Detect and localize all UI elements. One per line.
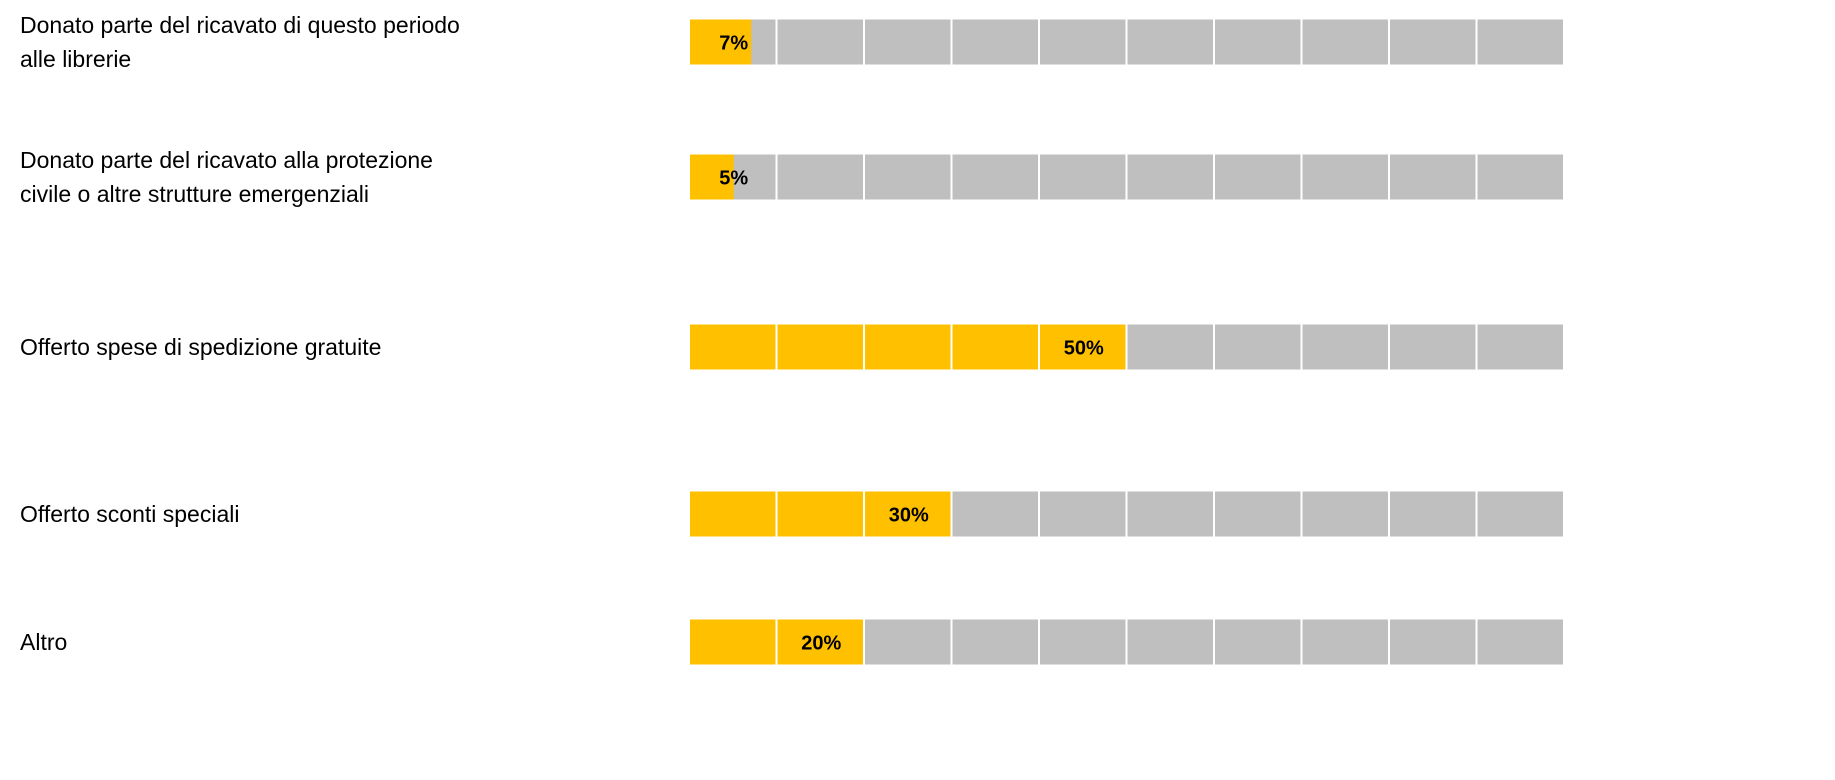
category-label: Donato parte del ricavato alla protezion… — [20, 147, 433, 207]
track-segment — [1127, 619, 1213, 665]
track-segment — [1040, 19, 1126, 65]
track-segment — [952, 619, 1038, 665]
segment-gap — [863, 324, 865, 370]
track-segment — [1390, 324, 1476, 370]
value-label: 7% — [719, 32, 748, 54]
track-segment — [1215, 154, 1301, 200]
segment-gap — [775, 491, 778, 537]
bar — [690, 324, 1128, 370]
segment-gap — [863, 619, 865, 665]
value-label: 20% — [801, 632, 841, 654]
track-segment — [1040, 154, 1126, 200]
track-segment — [1127, 324, 1213, 370]
track-segment — [1040, 619, 1126, 665]
category-label: Altro — [20, 629, 68, 655]
track-segment — [1215, 491, 1301, 537]
value-label: 50% — [1064, 337, 1104, 359]
bar — [690, 19, 752, 65]
track-segment — [1127, 19, 1213, 65]
track-segment — [865, 19, 951, 65]
segment-gap — [950, 491, 953, 537]
segment-gap — [950, 324, 953, 370]
track-segment — [1127, 491, 1213, 537]
category-label: Offerto sconti speciali — [20, 501, 240, 527]
track-segment — [865, 154, 951, 200]
track-segment — [1302, 491, 1388, 537]
track-segment — [1215, 619, 1301, 665]
track-segment — [777, 154, 863, 200]
segment-gap — [775, 619, 778, 665]
track-segment — [1302, 619, 1388, 665]
track-segment — [952, 491, 1038, 537]
segment-gap — [863, 491, 865, 537]
track-segment — [1040, 491, 1126, 537]
track-segment — [1215, 19, 1301, 65]
track-segment — [777, 19, 863, 65]
track-segment — [1477, 491, 1563, 537]
track-segment — [1390, 619, 1476, 665]
track-segment — [1302, 154, 1388, 200]
track-segment — [1477, 154, 1563, 200]
track-segment — [952, 19, 1038, 65]
track-segment — [865, 619, 951, 665]
track-segment — [1477, 619, 1563, 665]
segment-gap — [1038, 324, 1040, 370]
category-label: Donato parte del ricavato di questo peri… — [20, 12, 460, 72]
category-label: Offerto spese di spedizione gratuite — [20, 334, 382, 360]
track-segment — [1390, 19, 1476, 65]
track-segment — [1390, 154, 1476, 200]
track-segment — [1302, 19, 1388, 65]
track-segment — [1390, 491, 1476, 537]
segment-gap — [775, 324, 778, 370]
track-segment — [1477, 19, 1563, 65]
track-segment — [1477, 324, 1563, 370]
value-label: 5% — [719, 167, 748, 189]
track-segment — [952, 154, 1038, 200]
segment-gap — [1125, 324, 1128, 370]
track-segment — [1127, 154, 1213, 200]
track-segment — [1215, 324, 1301, 370]
bar — [690, 154, 734, 200]
value-label: 30% — [889, 504, 929, 526]
bar — [690, 491, 953, 537]
track-segment — [1302, 324, 1388, 370]
